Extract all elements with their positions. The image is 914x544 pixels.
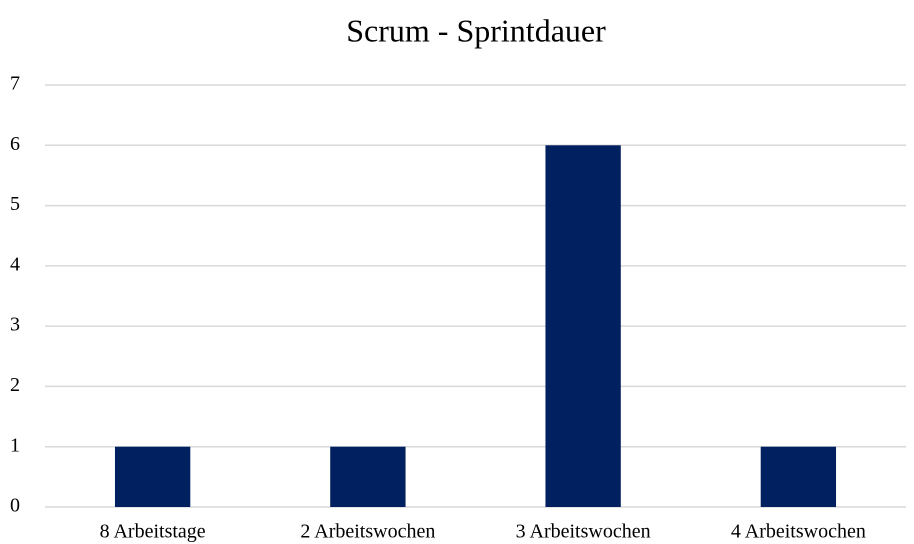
chart-title: Scrum - Sprintdauer — [346, 12, 606, 48]
x-tick-label: 3 Arbeitswochen — [516, 521, 651, 543]
bar — [114, 446, 191, 507]
x-tick-label: 8 Arbeitstage — [100, 521, 206, 543]
y-tick-label: 2 — [10, 374, 20, 396]
y-tick-label: 3 — [10, 314, 20, 336]
y-tick-label: 5 — [10, 193, 20, 215]
y-tick-label: 6 — [10, 133, 20, 155]
y-tick-label: 0 — [10, 495, 20, 517]
y-tick-label: 1 — [10, 434, 20, 456]
y-tick-label: 4 — [10, 253, 20, 275]
bar — [545, 145, 621, 508]
bar — [760, 446, 837, 507]
x-tick-label: 2 Arbeitswochen — [300, 521, 435, 543]
bar — [330, 446, 406, 507]
y-tick-label: 7 — [10, 73, 20, 95]
x-tick-label: 4 Arbeitswochen — [731, 521, 866, 543]
